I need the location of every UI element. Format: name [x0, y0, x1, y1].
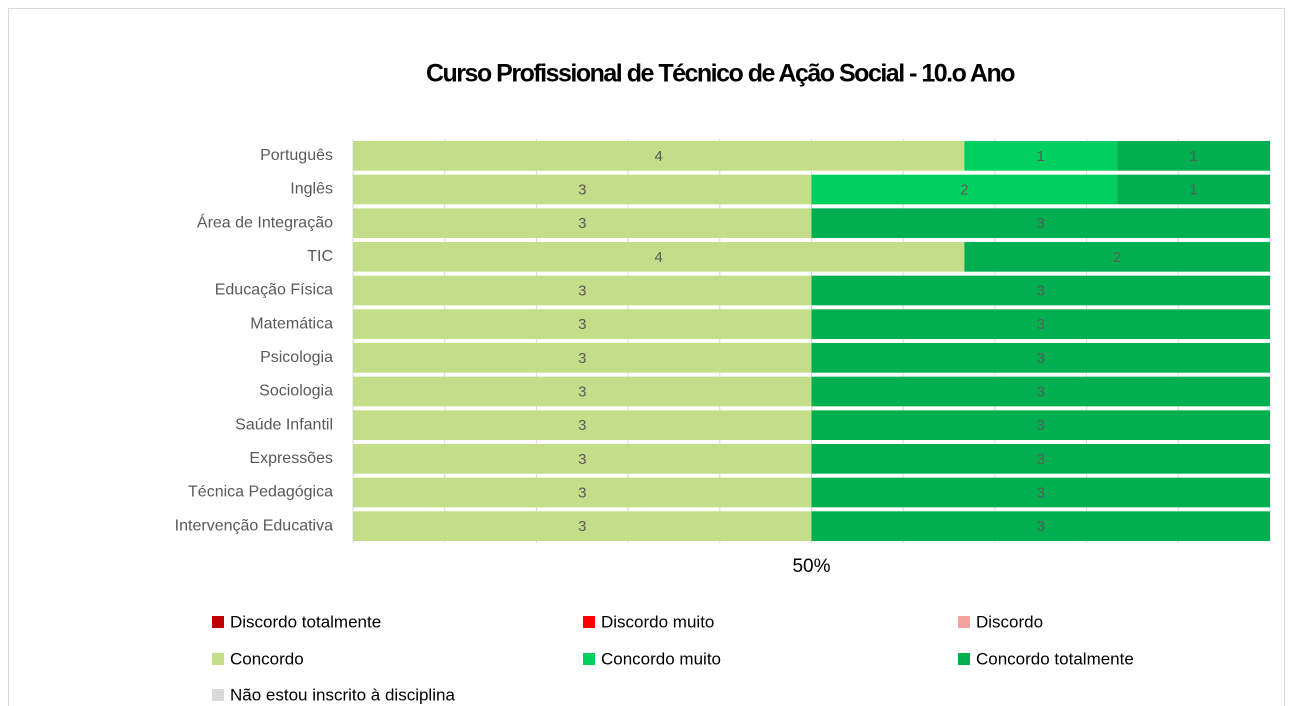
data-label: 3: [578, 282, 586, 299]
data-label: 3: [578, 215, 586, 232]
y-tick-label: Português: [260, 147, 333, 164]
bar-segment: [353, 174, 812, 205]
bar-segment: [811, 444, 1270, 474]
bar-segment: [353, 343, 812, 373]
bar-segment: [353, 410, 812, 440]
data-label: 2: [960, 181, 968, 198]
legend-label: Concordo muito: [601, 649, 721, 668]
data-label: 3: [578, 484, 586, 501]
bar-segment: [353, 444, 812, 474]
legend-label: Não estou inscrito à disciplina: [230, 685, 455, 704]
bar-segment: [811, 511, 1270, 541]
chart-title: Curso Profissional de Técnico de Ação So…: [426, 60, 1015, 88]
data-label: 3: [1037, 282, 1045, 299]
data-label: 1: [1189, 181, 1197, 198]
data-label: 3: [1037, 350, 1045, 367]
data-label: 3: [578, 383, 586, 400]
bar-segment: [811, 376, 1270, 407]
bar-segment: [811, 343, 1270, 373]
y-tick-label: Inglês: [290, 181, 333, 198]
data-label: 3: [578, 350, 586, 367]
bar-segment: [353, 511, 812, 541]
bar-segment: [811, 275, 1270, 306]
bar-segment: [964, 141, 1118, 171]
data-label: 3: [578, 316, 586, 333]
legend-swatch: [212, 616, 224, 628]
legend-label: Concordo totalmente: [976, 649, 1134, 668]
bar-segment: [353, 477, 812, 508]
bar-segment: [353, 141, 965, 171]
legend-label: Discordo: [976, 612, 1043, 631]
data-label: 3: [578, 417, 586, 434]
data-label: 3: [578, 181, 586, 198]
data-label: 4: [654, 249, 662, 266]
y-tick-label: Sociologia: [259, 383, 333, 400]
data-label: 3: [1037, 417, 1045, 434]
y-tick-label: Psicologia: [260, 349, 333, 366]
data-label: 1: [1189, 148, 1197, 165]
y-tick-label: Saúde Infantil: [235, 416, 333, 433]
legend-swatch: [583, 653, 595, 665]
data-label: 3: [1037, 484, 1045, 501]
bar-segment: [811, 174, 1118, 205]
bar-segment: [964, 242, 1270, 272]
y-tick-label: Educação Física: [215, 282, 333, 299]
data-label: 3: [1037, 215, 1045, 232]
data-label: 3: [1037, 451, 1045, 468]
legend-label: Discordo totalmente: [230, 612, 381, 631]
y-tick-label: Intervenção Educativa: [175, 517, 333, 534]
data-label: 2: [1113, 249, 1121, 266]
bar-segment: [811, 309, 1270, 339]
data-label: 3: [1037, 316, 1045, 333]
bar-segment: [1117, 141, 1270, 171]
data-label: 3: [578, 518, 586, 535]
y-tick-label: Expressões: [249, 450, 333, 467]
legend-swatch: [958, 616, 970, 628]
y-tick-label: Técnica Pedagógica: [188, 484, 333, 501]
y-tick-label: Matemática: [250, 315, 333, 332]
bar-segment: [353, 208, 812, 238]
bar-segment: [353, 309, 812, 339]
bar-segment: [353, 242, 965, 272]
bar-segment: [811, 208, 1270, 238]
data-label: 1: [1037, 148, 1045, 165]
legend-label: Concordo: [230, 649, 304, 668]
data-label: 3: [1037, 518, 1045, 535]
legend-swatch: [958, 653, 970, 665]
data-label: 3: [578, 451, 586, 468]
bar-segment: [353, 376, 812, 407]
legend-label: Discordo muito: [601, 612, 714, 631]
bar-segment: [1117, 174, 1270, 205]
bar-segment: [353, 275, 812, 306]
bar-segment: [811, 477, 1270, 508]
legend-swatch: [583, 616, 595, 628]
y-tick-label: Área de Integração: [197, 212, 333, 231]
y-tick-label: TIC: [307, 248, 333, 265]
legend-swatch: [212, 689, 224, 701]
legend-swatch: [212, 653, 224, 665]
data-label: 3: [1037, 383, 1045, 400]
data-label: 4: [654, 148, 662, 165]
x-tick-label: 50%: [792, 556, 830, 577]
bar-segment: [811, 410, 1270, 440]
